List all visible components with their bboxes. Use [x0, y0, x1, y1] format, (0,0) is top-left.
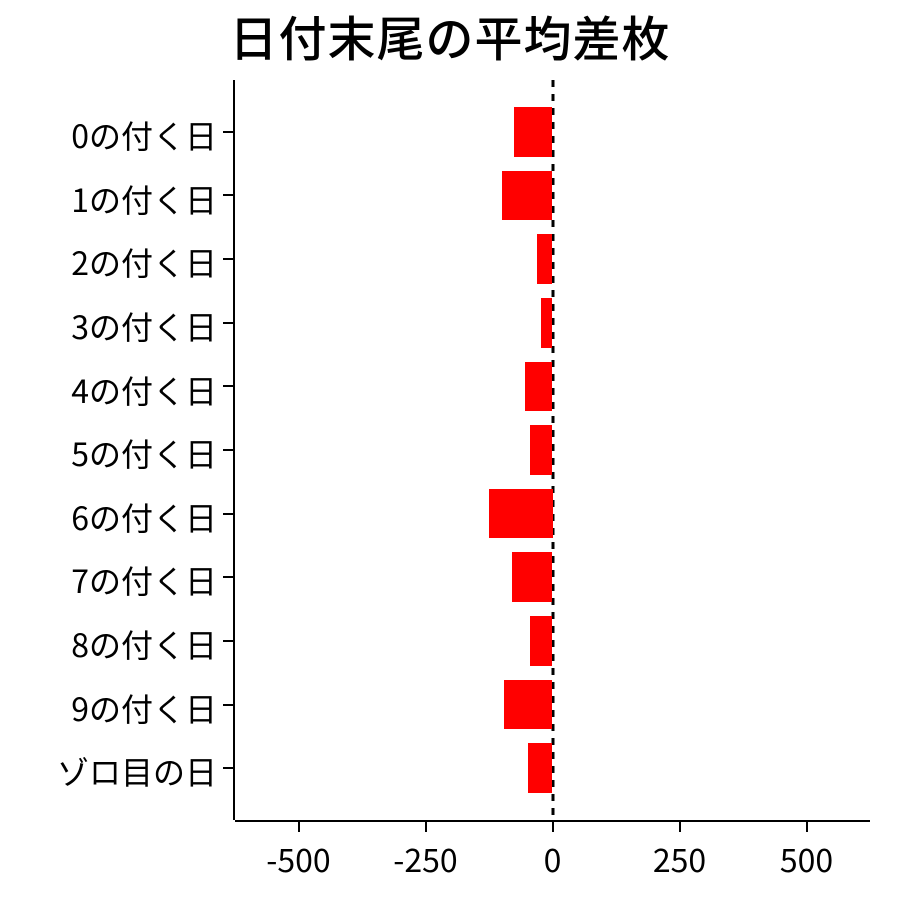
x-tick [425, 820, 427, 832]
y-axis-label: 5の付く日 [71, 430, 217, 476]
bar [530, 616, 553, 666]
y-tick [223, 131, 235, 133]
bar [514, 107, 552, 157]
bar [504, 680, 552, 730]
y-axis-label: 1の付く日 [71, 176, 217, 222]
x-axis-label: 500 [747, 836, 867, 882]
x-axis-label: 250 [620, 836, 740, 882]
x-axis-label: -500 [239, 836, 359, 882]
bar [489, 489, 553, 539]
bar [530, 425, 553, 475]
y-axis-label: 6の付く日 [71, 494, 217, 540]
y-axis-label: 8の付く日 [71, 621, 217, 667]
x-tick [679, 820, 681, 832]
chart-title: 日付末尾の平均差枚 [0, 0, 900, 70]
y-tick [223, 640, 235, 642]
x-axis-label: 0 [493, 836, 613, 882]
y-tick [223, 513, 235, 515]
y-tick [223, 767, 235, 769]
y-tick [223, 258, 235, 260]
x-axis-label: -250 [366, 836, 486, 882]
y-tick [223, 194, 235, 196]
y-tick [223, 385, 235, 387]
bar [541, 298, 552, 348]
x-tick [552, 820, 554, 832]
chart-container: 日付末尾の平均差枚 0の付く日 1の付く日 2の付く日 3の付く日 4の付く日 5の付く日… [0, 0, 900, 900]
y-axis-label: 9の付く日 [71, 685, 217, 731]
x-tick [298, 820, 300, 832]
y-axis-label: 3の付く日 [71, 303, 217, 349]
y-axis-label: 7の付く日 [71, 557, 217, 603]
x-tick [806, 820, 808, 832]
y-tick [223, 449, 235, 451]
bar [512, 552, 553, 602]
bar [502, 171, 553, 221]
bar [537, 234, 552, 284]
y-axis-label: 4の付く日 [71, 367, 217, 413]
bar [528, 743, 552, 793]
y-tick [223, 322, 235, 324]
y-tick [223, 704, 235, 706]
y-axis-label: ゾロ目の日 [57, 748, 217, 794]
y-axis-label: 0の付く日 [71, 112, 217, 158]
y-tick [223, 576, 235, 578]
y-axis-label: 2の付く日 [71, 239, 217, 285]
bar [525, 362, 553, 412]
